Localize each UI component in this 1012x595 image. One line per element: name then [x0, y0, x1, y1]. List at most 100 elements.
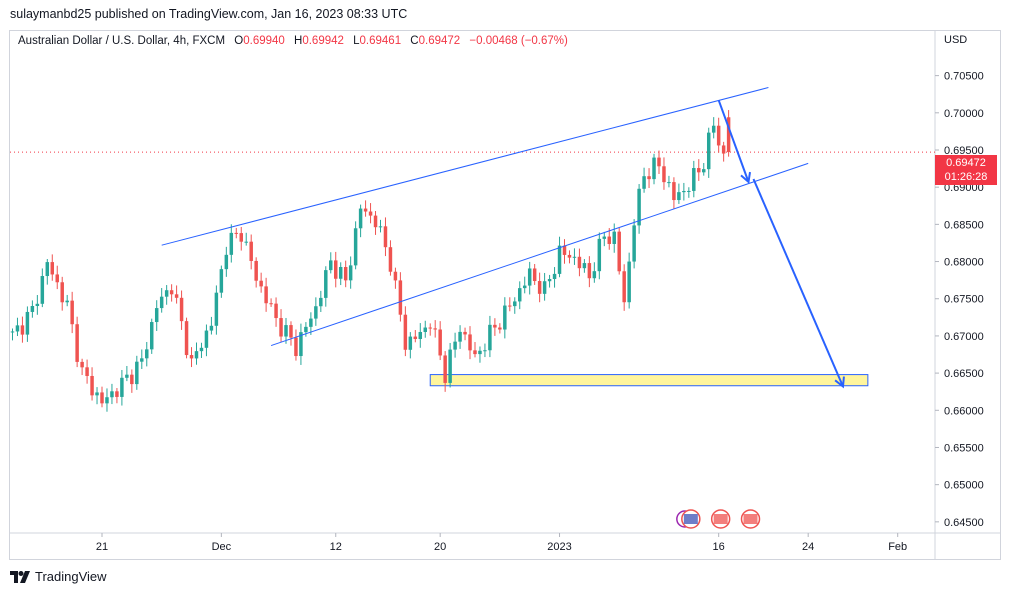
candle-body	[294, 337, 298, 357]
candle-body	[60, 282, 64, 303]
candle-body	[219, 269, 224, 293]
candle-body	[657, 157, 661, 167]
candle-body	[234, 232, 239, 234]
candle-body	[537, 281, 542, 294]
y-tick-label: 0.70000	[944, 108, 984, 120]
candle-body	[542, 281, 547, 294]
candle-body	[662, 166, 666, 183]
candle-body	[140, 358, 144, 362]
high-value: 0.69942	[302, 35, 344, 47]
candle-body	[20, 325, 25, 335]
candle-body	[692, 168, 696, 191]
candle-body	[567, 254, 572, 258]
footer-brand[interactable]: TradingView	[35, 569, 107, 584]
candle-body	[716, 125, 721, 146]
candle-body	[145, 349, 149, 359]
candle-body	[90, 375, 94, 396]
candle-body	[363, 208, 368, 212]
candle-body	[478, 350, 482, 355]
candle-body	[627, 261, 631, 303]
candle-body	[130, 374, 134, 385]
candle-body	[433, 328, 437, 330]
candle-body	[249, 241, 253, 261]
candle-body	[65, 300, 69, 303]
candle-body	[299, 332, 303, 357]
candle-body	[30, 306, 35, 312]
chart-frame	[9, 30, 1001, 560]
x-tick-label: 20	[434, 541, 446, 553]
currency-label: USD	[944, 34, 968, 46]
candle-body	[338, 267, 343, 279]
trendline	[161, 87, 769, 246]
candle-body	[682, 190, 686, 193]
y-tick-label: 0.69000	[944, 182, 984, 194]
y-tick-label: 0.67000	[944, 331, 984, 343]
candle-body	[259, 280, 263, 287]
candle-body	[329, 260, 333, 271]
candle-body	[45, 262, 50, 277]
y-tick-label: 0.66500	[944, 368, 984, 380]
candle-body	[518, 288, 522, 302]
bar-countdown: 01:26:28	[944, 171, 988, 183]
candle-body	[483, 350, 487, 352]
candle-body	[408, 336, 413, 350]
candle-body	[125, 374, 129, 378]
candle-body	[10, 331, 15, 333]
candle-body	[105, 397, 109, 404]
candle-body	[458, 331, 462, 342]
candle-body	[697, 168, 701, 173]
flag-icon	[743, 514, 758, 524]
candle-body	[488, 324, 492, 351]
candle-body	[557, 245, 562, 274]
candle-body	[40, 276, 45, 304]
candle-body	[726, 117, 731, 153]
candle-body	[284, 325, 288, 337]
candle-body	[164, 290, 169, 297]
y-tick-label: 0.69500	[944, 145, 984, 157]
candle-body	[120, 377, 124, 397]
candle-body	[562, 245, 567, 255]
candle-body	[55, 274, 59, 283]
candle-body	[35, 303, 40, 307]
candle-body	[413, 336, 418, 339]
candle-body	[702, 169, 706, 173]
last-price-tag: 0.69472 01:26:28	[935, 155, 997, 185]
candle-body	[637, 188, 641, 226]
candle-body	[115, 391, 119, 397]
flag-icon	[713, 514, 728, 524]
candle-body	[324, 270, 328, 298]
low-value: 0.69461	[359, 35, 402, 47]
y-tick-label: 0.70500	[944, 71, 984, 83]
candle-body	[358, 208, 363, 229]
candle-body	[667, 182, 671, 184]
candle-body	[85, 367, 89, 376]
candle-body	[319, 297, 323, 307]
candle-body	[159, 296, 164, 309]
candle-body	[607, 236, 612, 244]
y-tick-label: 0.67500	[944, 294, 984, 306]
candle-body	[577, 256, 582, 269]
candle-body	[398, 280, 403, 315]
candle-body	[348, 265, 353, 281]
open-value: 0.69940	[243, 35, 285, 47]
change-value: −0.00468 (−0.67%)	[469, 35, 568, 47]
candle-body	[672, 182, 676, 201]
candle-body	[135, 361, 139, 385]
candle-body	[443, 355, 447, 383]
candle-body	[80, 361, 84, 368]
candle-body	[687, 190, 691, 192]
candle-body	[632, 225, 636, 262]
candle-body	[214, 292, 219, 326]
symbol-label[interactable]: Australian Dollar / U.S. Dollar, 4h, FXC…	[18, 35, 226, 47]
candle-body	[493, 324, 497, 328]
x-tick-label: Dec	[212, 541, 232, 553]
candle-body	[189, 355, 194, 359]
y-tick-label: 0.64500	[944, 517, 984, 529]
candle-body	[204, 330, 209, 348]
candle-body	[463, 331, 467, 335]
candle-body	[513, 301, 517, 307]
close-label: C	[410, 35, 419, 47]
x-tick-label: Feb	[888, 541, 907, 553]
candle-body	[498, 327, 502, 330]
